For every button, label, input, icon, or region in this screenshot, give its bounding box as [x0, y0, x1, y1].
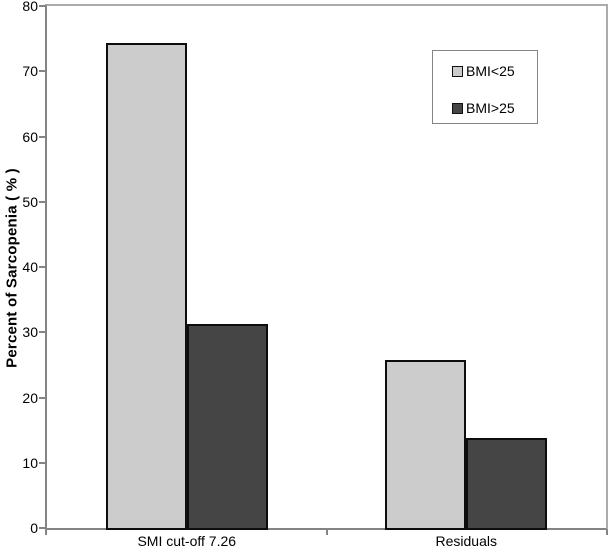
legend-item: BMI>25 [452, 98, 537, 118]
x-category-label: SMI cut-off 7.26 [137, 533, 237, 549]
legend: BMI<25 BMI>25 [432, 50, 538, 124]
bar-bmi-25-2 [466, 437, 548, 530]
legend-item: BMI<25 [452, 61, 537, 81]
y-tick-mark [39, 135, 45, 138]
bar-bmi-25-2 [385, 360, 467, 530]
y-tick-mark [39, 396, 45, 399]
legend-label: BMI>25 [466, 100, 515, 116]
x-tick-mark [606, 530, 608, 535]
legend-swatch-icon [452, 102, 463, 114]
legend-label: BMI<25 [466, 63, 515, 79]
y-tick-label: 0 [30, 520, 38, 536]
y-tick-mark [39, 461, 45, 464]
y-tick-mark [39, 5, 45, 7]
y-tick-mark [39, 200, 45, 203]
x-tick-mark [45, 530, 47, 535]
bar-bmi-25-1 [186, 323, 268, 530]
y-tick-label: 70 [22, 63, 38, 80]
y-tick-label: 40 [22, 259, 38, 275]
y-tick-label: 80 [22, 0, 38, 14]
y-tick-label: 50 [22, 193, 38, 210]
x-category-label: Residuals [435, 533, 497, 549]
y-tick-label: 20 [22, 389, 38, 406]
y-tick-mark [39, 331, 45, 334]
legend-swatch-icon [452, 65, 463, 77]
y-tick-mark [39, 266, 45, 268]
y-tick-label: 10 [22, 454, 38, 471]
bar-bmi-25-1 [105, 43, 187, 530]
x-tick-mark [325, 530, 328, 535]
y-tick-mark [39, 70, 45, 73]
y-tick-label: 60 [22, 128, 38, 145]
y-tick-label: 30 [22, 324, 38, 341]
y-tick-mark [39, 527, 45, 529]
